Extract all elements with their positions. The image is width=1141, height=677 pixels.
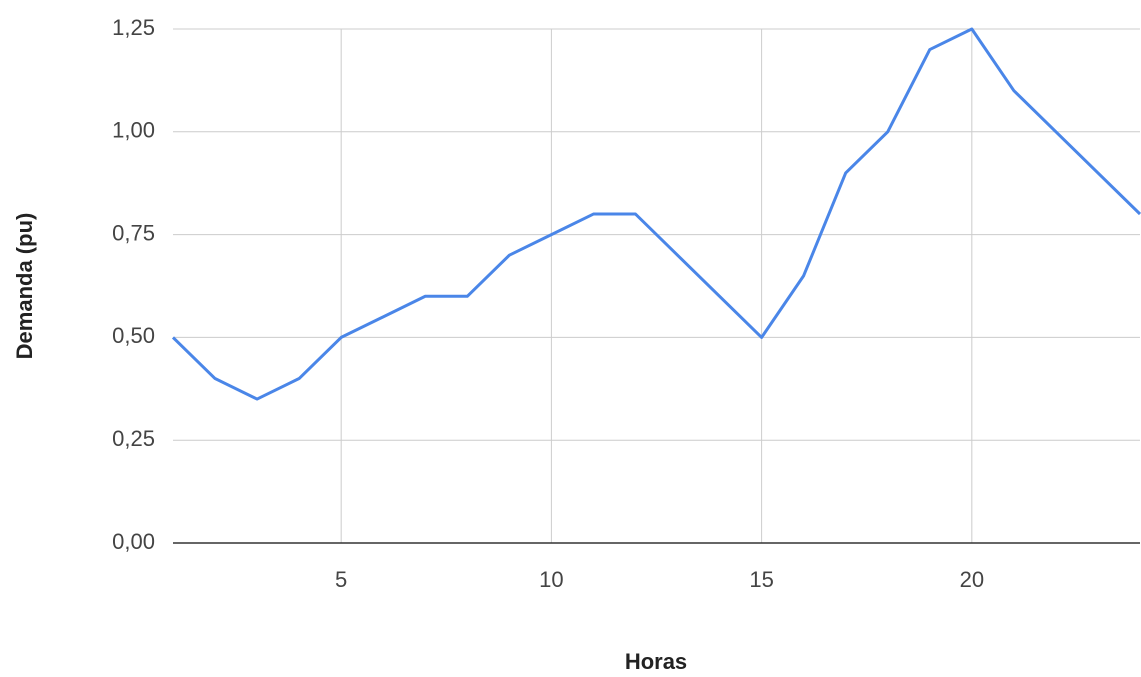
- y-axis-title: Demanda (pu): [12, 213, 37, 360]
- y-tick-label: 0,25: [112, 426, 155, 451]
- y-tick-label: 0,50: [112, 323, 155, 348]
- x-tick-label: 10: [539, 567, 563, 592]
- x-tick-label: 5: [335, 567, 347, 592]
- x-tick-label: 20: [960, 567, 984, 592]
- y-tick-label: 0,00: [112, 529, 155, 554]
- y-tick-label: 1,00: [112, 118, 155, 143]
- data-line: [171, 27, 1141, 401]
- y-tick-label: 0,75: [112, 220, 155, 245]
- x-axis-title: Horas: [625, 649, 687, 674]
- y-tick-label: 1,25: [112, 15, 155, 40]
- x-tick-label: 15: [749, 567, 773, 592]
